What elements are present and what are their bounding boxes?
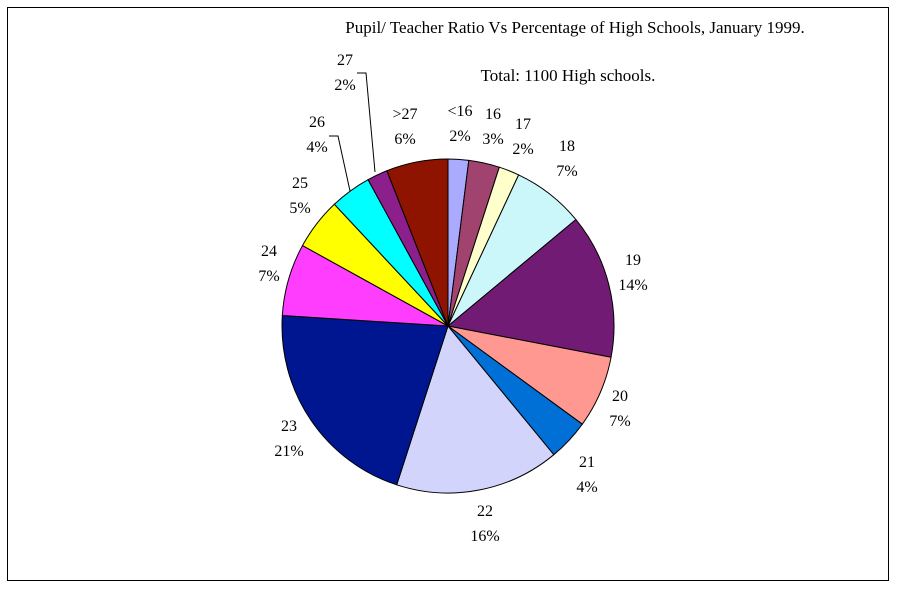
pie-slices (281, 158, 615, 494)
slice-percent-label: 2% (449, 128, 470, 145)
leader-lines (329, 72, 376, 192)
pie-slice-5 (446, 218, 615, 358)
slice-percent-label: 2% (334, 77, 355, 94)
slice-category-label: 16 (485, 106, 501, 123)
slice-percent-label: 4% (306, 139, 327, 156)
slice-percent-label: 16% (470, 528, 499, 545)
slice-category-label: 18 (559, 138, 575, 155)
slice-percent-label: 21% (274, 443, 303, 460)
slice-category-label: 24 (261, 243, 277, 260)
slice-category-label: 19 (625, 252, 641, 269)
slice-percent-label: 7% (556, 163, 577, 180)
slice-percent-label: 7% (609, 413, 630, 430)
slice-category-label: 25 (292, 175, 308, 192)
slice-percent-label: 4% (576, 479, 597, 496)
slice-percent-label: 3% (482, 131, 503, 148)
slice-percent-label: 14% (618, 277, 647, 294)
slice-category-label: 22 (477, 503, 493, 520)
slice-category-label: >27 (392, 106, 417, 123)
leader-line (357, 72, 376, 173)
leader-line (329, 135, 351, 192)
slice-percent-label: 7% (258, 268, 279, 285)
slice-category-label: 26 (309, 114, 325, 131)
slice-category-label: 17 (515, 116, 531, 133)
slice-percent-label: 2% (512, 141, 533, 158)
slice-category-label: 21 (579, 454, 595, 471)
slice-percent-label: 6% (394, 131, 415, 148)
chart-subtitle: Total: 1100 High schools. (481, 66, 656, 85)
chart-title: Pupil/ Teacher Ratio Vs Percentage of Hi… (345, 18, 804, 37)
pie-slice-8 (396, 324, 555, 494)
slice-category-label: 20 (612, 388, 628, 405)
slice-category-label: <16 (447, 103, 472, 120)
slice-category-label: 27 (337, 52, 353, 69)
slice-category-label: 23 (281, 418, 297, 435)
slice-labels: <16 2% 16 3% 17 2% 18 7% 19 14% 20 7% 21 4% 22 16% 23 21%… (258, 52, 647, 545)
slice-percent-label: 5% (289, 200, 310, 217)
pie-slice-9 (281, 314, 449, 486)
pie-slice-14 (386, 158, 449, 327)
